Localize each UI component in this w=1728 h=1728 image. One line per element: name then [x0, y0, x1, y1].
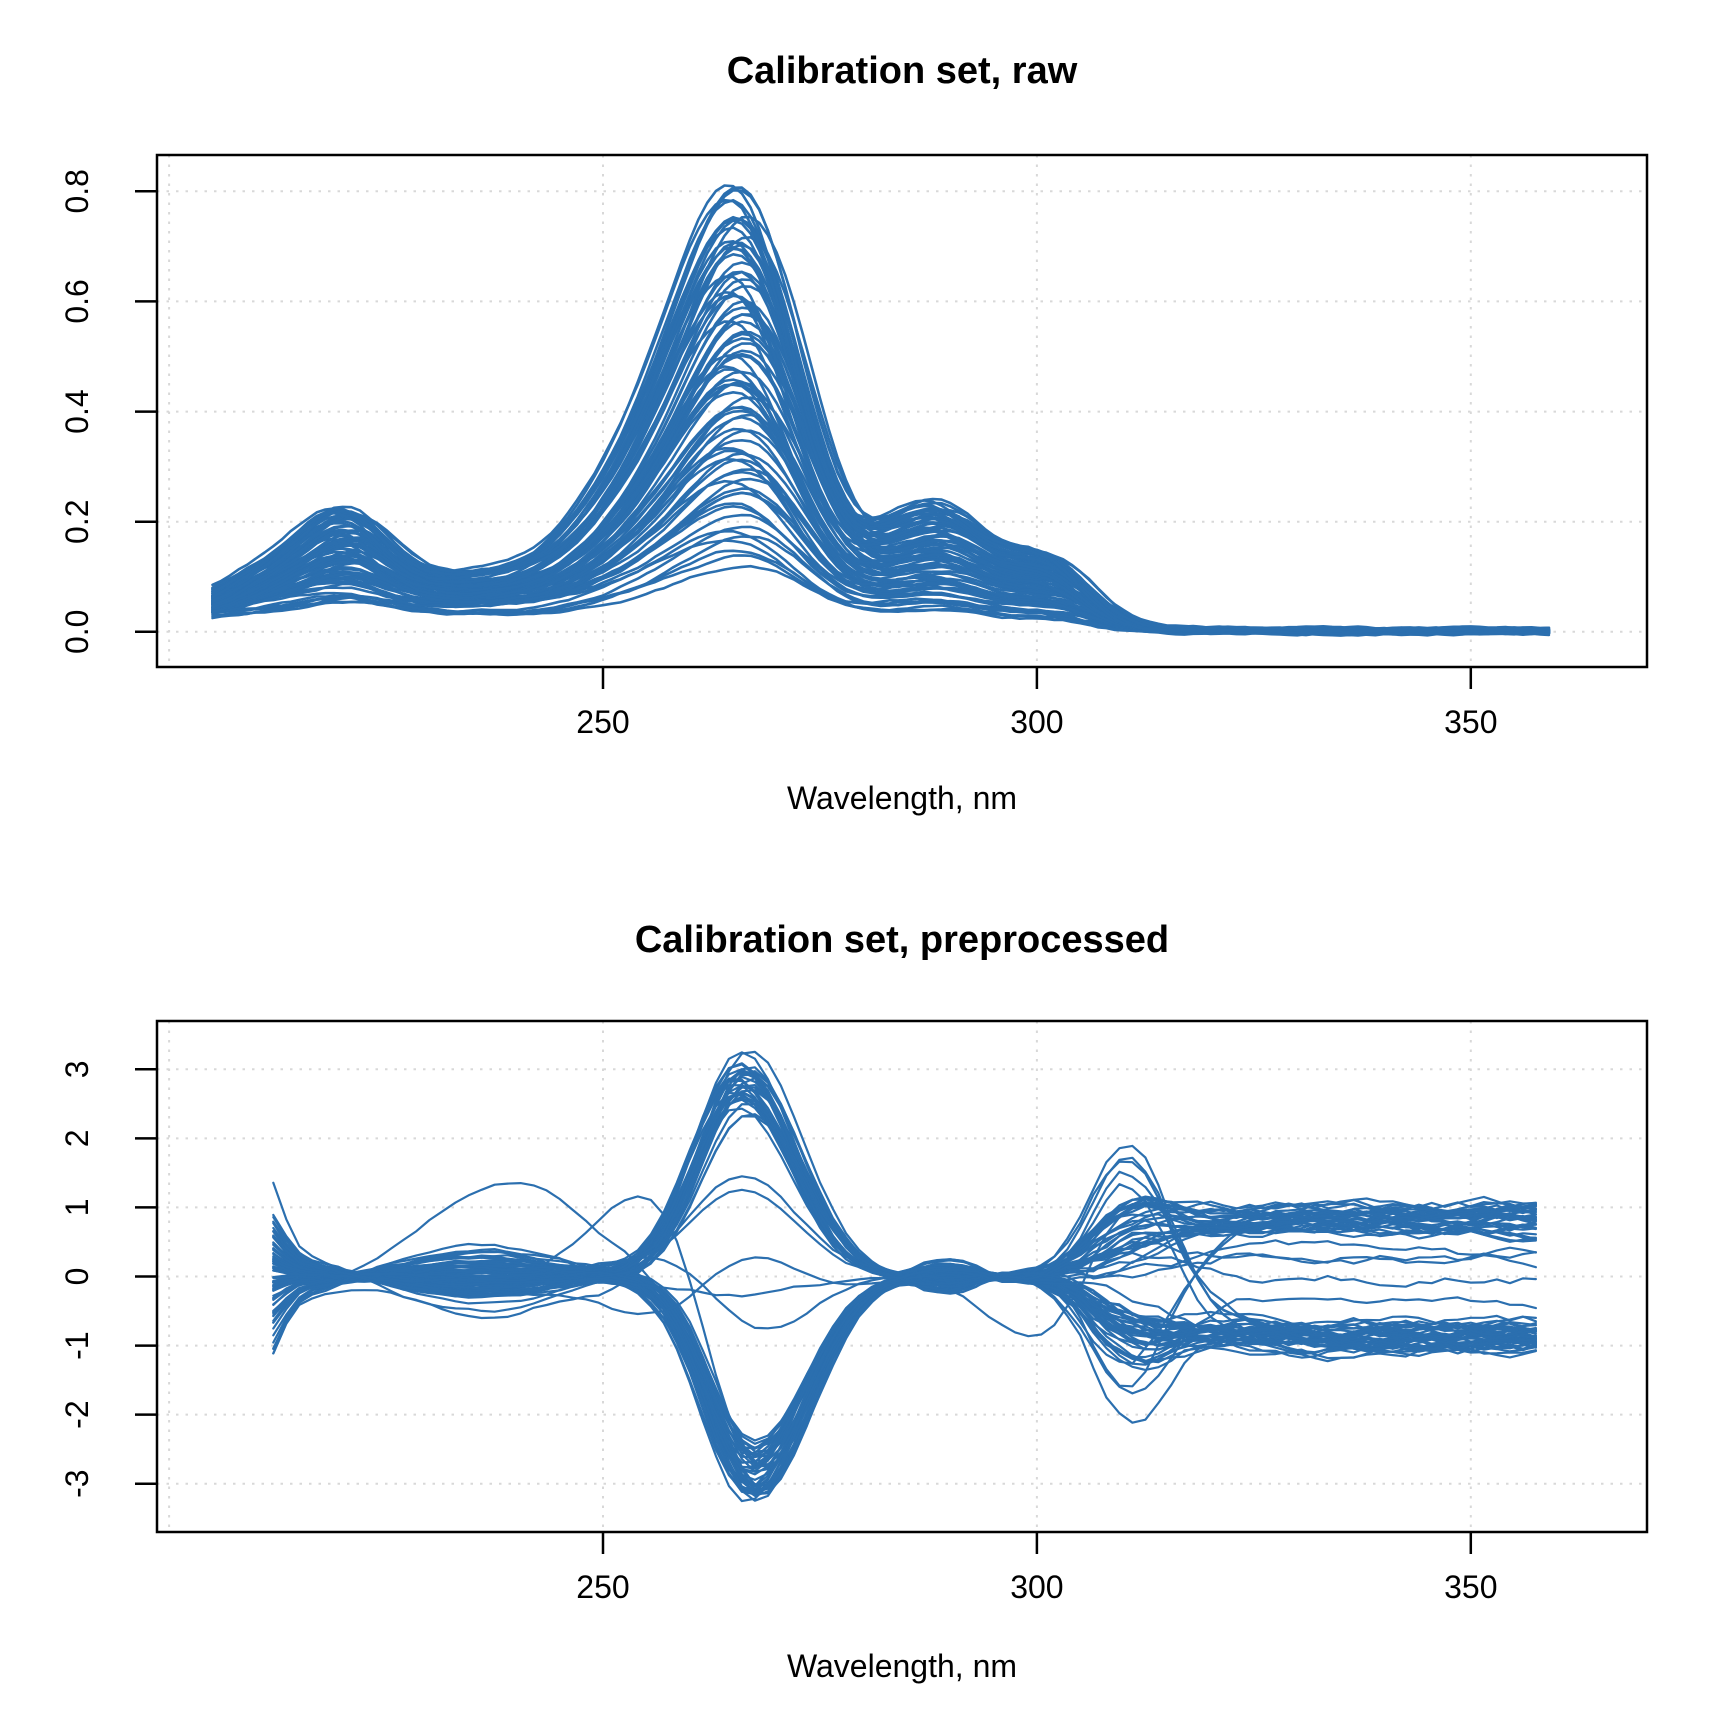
y-tick-label: -2 — [59, 1400, 95, 1428]
chart2-axes — [135, 1068, 1473, 1554]
spectrum-line — [272, 1272, 1538, 1496]
chart2-title: Calibration set, preprocessed — [634, 919, 1170, 961]
spectrum-line — [272, 1103, 1538, 1355]
spectrum-line — [272, 1076, 1538, 1279]
spectrum-line — [272, 1070, 1538, 1294]
x-tick-label: 250 — [576, 704, 629, 740]
y-tick-label: 3 — [59, 1060, 95, 1078]
chart1-title: Calibration set, raw — [726, 50, 1078, 92]
y-tick-label: 0.4 — [59, 389, 95, 433]
x-tick-label: 350 — [1444, 704, 1497, 740]
y-tick-label: 2 — [59, 1130, 95, 1148]
spectrum-line — [211, 184, 1551, 635]
spectrum-line — [272, 1264, 1538, 1482]
spectrum-line — [272, 1267, 1538, 1503]
y-tick-label: 0.0 — [59, 610, 95, 654]
tick-labels: 250 300 350 0.0 0.2 0.4 0.6 0.8 — [59, 169, 1497, 740]
grid — [157, 155, 1647, 667]
raw-spectra — [211, 184, 1551, 637]
chart2-xaxis-label: Wavelength, nm — [786, 1648, 1018, 1684]
y-tick-label: 0.2 — [59, 499, 95, 543]
spectrum-line — [272, 1256, 1538, 1395]
spectrum-line — [272, 1272, 1538, 1498]
spectrum-line — [272, 1256, 1538, 1491]
spectrum-line — [272, 1239, 1538, 1316]
chart1-xaxis-label: Wavelength, nm — [786, 780, 1018, 816]
y-tick-label: 0.8 — [59, 169, 95, 213]
preprocessed-spectra — [272, 1050, 1538, 1503]
tick-labels: 250 300 350 -3 -2 -1 0 1 2 3 — [59, 1060, 1497, 1605]
y-tick-label: -1 — [59, 1331, 95, 1359]
x-tick-label: 300 — [1010, 1569, 1063, 1605]
x-tick-label: 350 — [1444, 1569, 1497, 1605]
y-tick-label: 0 — [59, 1268, 95, 1286]
chart1-axes — [135, 190, 1473, 689]
spectrum-line — [272, 1229, 1538, 1455]
x-tick-label: 300 — [1010, 704, 1063, 740]
y-tick-label: 0.6 — [59, 279, 95, 323]
y-tick-label: 1 — [59, 1199, 95, 1217]
spectrum-line — [272, 1077, 1538, 1294]
x-tick-label: 250 — [576, 1569, 629, 1605]
spectrum-line — [211, 186, 1551, 635]
y-tick-label: -3 — [59, 1469, 95, 1497]
